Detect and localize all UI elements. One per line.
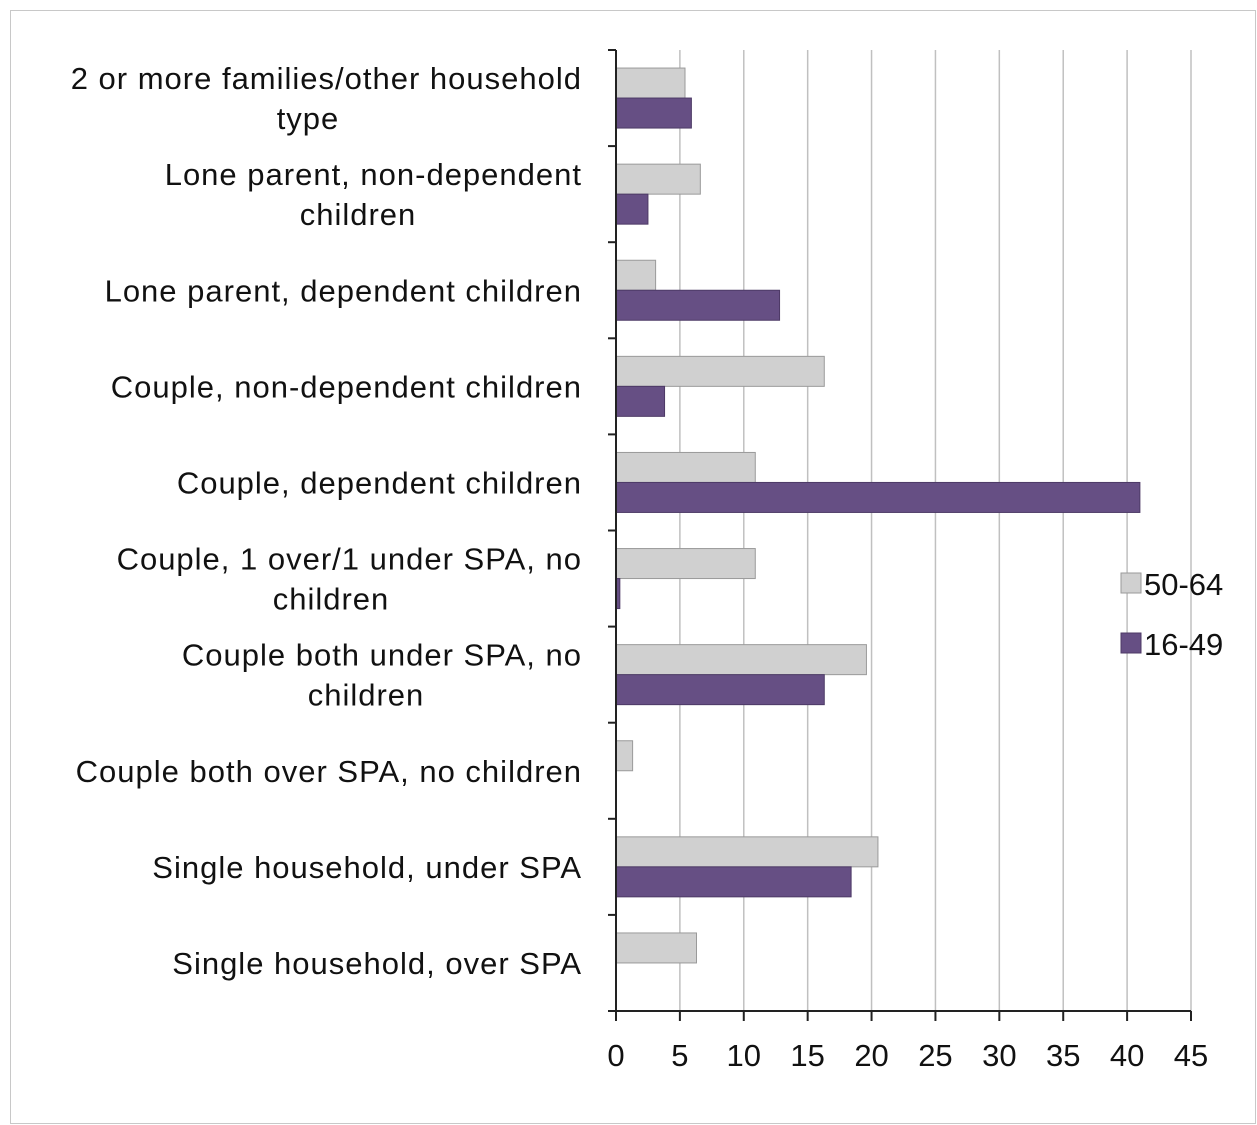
legend: 50-64 16-49 (1120, 567, 1223, 662)
x-tick-label-45: 45 (1174, 1038, 1208, 1073)
bar-50-64-0 (615, 67, 686, 99)
x-tick-label-25: 25 (918, 1038, 952, 1073)
bar-50-64-6 (615, 644, 867, 676)
x-tick-label-5: 5 (671, 1038, 688, 1073)
category-label-9-line-0: Single household, over SPA (172, 946, 582, 981)
legend-label-50-64: 50-64 (1144, 567, 1223, 602)
bar-50-64-4 (615, 451, 756, 483)
category-label-7-line-0: Couple both over SPA, no children (76, 754, 582, 789)
axes (608, 49, 1192, 1021)
legend-swatch-50-64 (1120, 572, 1142, 594)
category-label-1-line-1: children (300, 197, 417, 232)
category-labels: 2 or more families/other household type Lo… (71, 61, 582, 981)
category-label-6-line-1: children (308, 678, 425, 713)
bar-16-49-1 (615, 193, 649, 225)
bar-16-49-4 (615, 481, 1141, 513)
bar-16-49-6 (615, 674, 825, 706)
category-label-6-line-0: Couple both under SPA, no (182, 638, 582, 673)
bar-50-64-5 (615, 548, 756, 580)
bar-50-64-3 (615, 355, 825, 387)
category-label-3-line-0: Couple, non-dependent children (111, 369, 582, 404)
x-tick-label-30: 30 (982, 1038, 1016, 1073)
bar-16-49-0 (615, 97, 692, 129)
bar-16-49-2 (615, 289, 781, 321)
bars (615, 67, 1141, 964)
category-label-5-line-0: Couple, 1 over/1 under SPA, no (117, 542, 582, 577)
category-label-4-line-0: Couple, dependent children (177, 465, 582, 500)
bar-50-64-7 (615, 740, 634, 772)
x-tick-labels: 0 5 10 15 20 25 30 35 40 45 (607, 1038, 1208, 1073)
x-tick-label-20: 20 (854, 1038, 888, 1073)
bar-50-64-8 (615, 836, 879, 868)
category-label-0-line-1: type (277, 101, 340, 136)
category-label-0-line-0: 2 or more families/other household (71, 61, 582, 96)
bar-16-49-3 (615, 385, 666, 417)
bar-50-64-2 (615, 259, 657, 291)
bar-50-64-9 (615, 932, 697, 964)
x-tick-label-40: 40 (1110, 1038, 1144, 1073)
legend-label-16-49: 16-49 (1144, 627, 1223, 662)
bar-16-49-8 (615, 866, 852, 898)
x-tick-label-0: 0 (607, 1038, 624, 1073)
bar-50-64-1 (615, 163, 701, 195)
category-label-1-line-0: Lone parent, non-dependent (165, 157, 582, 192)
x-tick-label-35: 35 (1046, 1038, 1080, 1073)
category-label-8-line-0: Single household, under SPA (152, 850, 582, 885)
x-tick-label-15: 15 (790, 1038, 824, 1073)
legend-swatch-16-49 (1120, 632, 1142, 654)
category-label-5-line-1: children (273, 582, 390, 617)
x-tick-label-10: 10 (727, 1038, 761, 1073)
category-label-2-line-0: Lone parent, dependent children (105, 273, 582, 308)
